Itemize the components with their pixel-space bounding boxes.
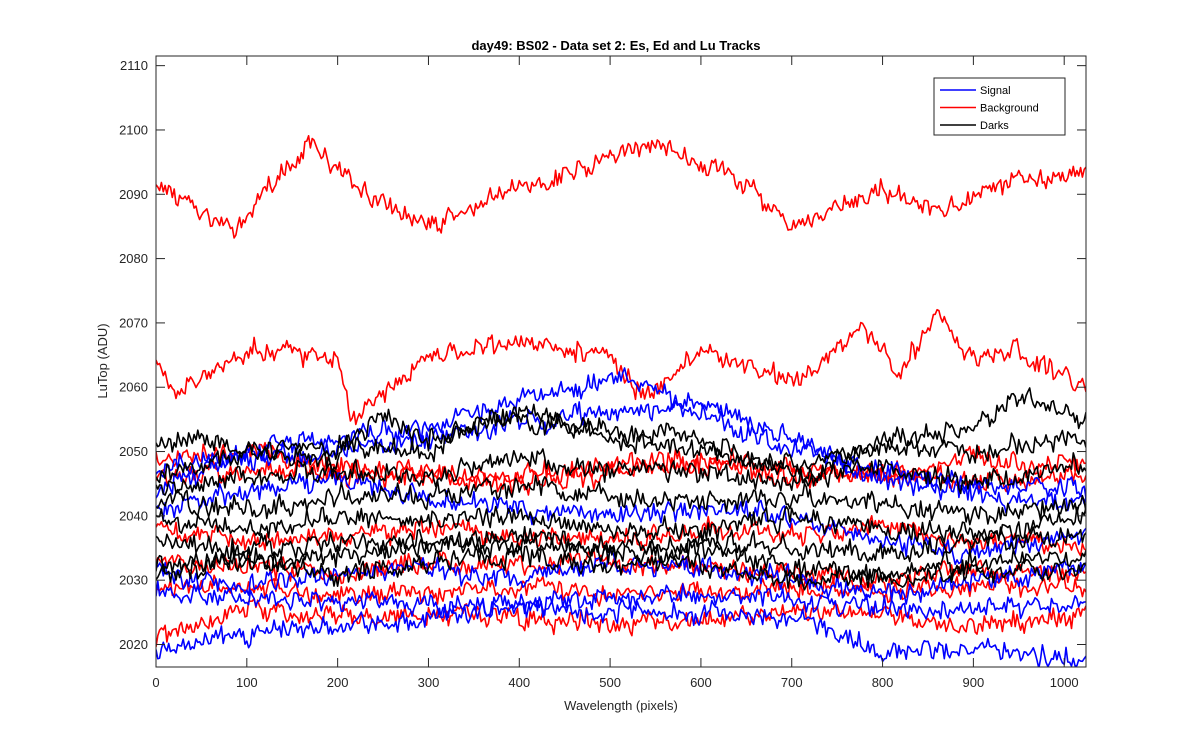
x-tick-label: 800 xyxy=(872,675,894,690)
series-line-darks xyxy=(156,448,1086,496)
series-line-darks xyxy=(156,505,1086,543)
series-line-darks xyxy=(156,544,1086,591)
x-tick-label: 600 xyxy=(690,675,712,690)
x-tick-label: 300 xyxy=(418,675,440,690)
y-tick-label: 2080 xyxy=(119,251,148,266)
series-line-background xyxy=(156,308,1086,426)
y-tick-label: 2070 xyxy=(119,315,148,330)
plot-area: 0 100 200 300 400 500 600 700 800 900 1000 2020 2030… xyxy=(119,55,1087,690)
x-axis-title: Wavelength (pixels) xyxy=(564,698,678,713)
plot-frame xyxy=(155,55,1087,668)
legend-label-darks: Darks xyxy=(980,120,1009,132)
series-layer xyxy=(156,135,1086,667)
series-line-darks xyxy=(156,410,1086,484)
y-tick-label: 2110 xyxy=(120,58,148,73)
x-tick-label: 500 xyxy=(599,675,621,690)
series-line-background xyxy=(156,441,1086,488)
y-tick-label: 2100 xyxy=(119,122,148,137)
series-line-signal xyxy=(156,599,1086,667)
y-axis-title: LuTop (ADU) xyxy=(95,323,110,398)
y-tick-label: 2050 xyxy=(119,444,148,459)
x-tick-label: 400 xyxy=(508,675,530,690)
chart-title: day49: BS02 - Data set 2: Es, Ed and Lu … xyxy=(471,38,760,53)
x-tick-label: 0 xyxy=(152,675,159,690)
legend: Signal Background Darks xyxy=(933,77,1066,136)
series-line-darks xyxy=(156,474,1086,526)
x-tick-label: 700 xyxy=(781,675,803,690)
series-line-darks xyxy=(156,526,1086,563)
x-tick-label: 100 xyxy=(236,675,258,690)
y-tick-label: 2030 xyxy=(119,573,148,588)
x-tick-label: 200 xyxy=(327,675,349,690)
legend-label-signal: Signal xyxy=(980,85,1011,97)
x-tick-label: 900 xyxy=(963,675,985,690)
series-line-background xyxy=(156,597,1086,648)
y-tick-label: 2040 xyxy=(119,508,148,523)
series-line-darks xyxy=(156,387,1086,485)
y-tick-label: 2060 xyxy=(119,380,148,395)
tick-layer: 0 100 200 300 400 500 600 700 800 900 1000 2020 2030… xyxy=(119,56,1086,690)
y-tick-label: 2090 xyxy=(119,187,148,202)
series-line-darks xyxy=(156,532,1086,584)
legend-label-background: Background xyxy=(980,103,1039,115)
y-tick-label: 2020 xyxy=(119,637,148,652)
x-tick-label: 1000 xyxy=(1050,675,1079,690)
series-line-background xyxy=(156,135,1086,239)
